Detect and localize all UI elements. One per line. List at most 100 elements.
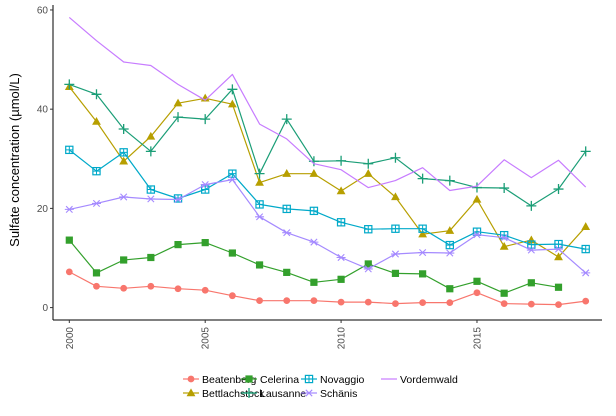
data-point-lausanne-2012	[390, 152, 401, 163]
data-point-novaggio-2018	[554, 239, 563, 249]
data-point-sch-nis-2015	[472, 231, 482, 239]
y-tick-label: 40	[37, 105, 49, 116]
data-point-celerina-2014	[446, 285, 454, 293]
data-point-beatenberg-2005	[201, 286, 209, 294]
data-point-bettlachstock-2019	[581, 222, 591, 230]
series-lausanne	[64, 79, 591, 211]
legend-item-celerina: Celerina	[241, 374, 299, 386]
data-point-celerina-2000	[65, 236, 73, 244]
data-point-beatenberg-2008	[283, 297, 291, 305]
data-point-novaggio-2009	[309, 206, 319, 216]
data-point-celerina-2018	[554, 283, 563, 291]
legend-label: Vordemwald	[400, 374, 458, 386]
data-point-lausanne-2011	[363, 158, 374, 169]
data-point-celerina-2004	[174, 240, 182, 249]
x-tick-label: 2000	[65, 327, 76, 350]
data-point-novaggio-2002	[119, 148, 128, 157]
axes: 0 20 40 60 2000 2005 2010 2015	[37, 5, 602, 349]
data-point-novaggio-2019	[581, 244, 590, 254]
data-point-lausanne-2001	[91, 89, 102, 100]
data-point-beatenberg-2000	[65, 268, 73, 276]
data-point-celerina-2006	[228, 249, 236, 257]
data-point-sch-nis-2001	[91, 199, 101, 208]
data-point-novaggio-2012	[391, 224, 400, 233]
x-tick-label: 2015	[472, 327, 483, 350]
data-point-lausanne-2003	[145, 146, 156, 157]
legend-item-sch-nis: Schänis	[301, 388, 357, 400]
legend-item-vordemwald: Vordemwald	[381, 374, 458, 386]
data-point-novaggio-2000	[65, 145, 74, 155]
data-point-sch-nis-2017	[526, 246, 536, 254]
y-tick-label: 20	[37, 204, 49, 215]
data-point-celerina-2010	[337, 275, 345, 283]
legend-item-beatenberg: Beatenberg	[183, 374, 256, 386]
data-point-bettlachstock-2001	[92, 116, 101, 125]
data-point-lausanne-2004	[173, 112, 184, 123]
data-point-beatenberg-2015	[473, 289, 481, 297]
data-point-lausanne-2010	[336, 155, 347, 166]
data-point-sch-nis-2018	[554, 245, 564, 253]
data-point-sch-nis-2004	[173, 195, 183, 204]
data-point-beatenberg-2004	[174, 285, 182, 293]
data-point-bettlachstock-2011	[363, 169, 373, 177]
plot-area	[64, 16, 591, 309]
series-bettlachstock	[64, 82, 591, 261]
series-line-beatenberg	[69, 271, 586, 306]
x-tick-label: 2010	[337, 327, 348, 350]
legend-key-marker	[304, 389, 314, 397]
data-point-novaggio-2006	[228, 169, 237, 178]
data-point-celerina-2002	[120, 256, 128, 264]
data-point-sch-nis-2011	[363, 265, 373, 273]
data-point-beatenberg-2009	[310, 297, 318, 305]
legend-label: Celerina	[260, 374, 299, 386]
data-point-bettlachstock-2007	[255, 177, 264, 186]
data-point-beatenberg-2003	[147, 282, 155, 290]
data-point-celerina-2013	[419, 270, 427, 278]
legend-item-lausanne: Lausanne	[241, 388, 306, 400]
data-point-beatenberg-2012	[392, 300, 399, 308]
data-point-lausanne-2008	[281, 114, 292, 125]
data-point-celerina-2012	[391, 269, 400, 277]
data-point-sch-nis-2013	[418, 248, 428, 257]
data-point-bettlachstock-2003	[146, 131, 156, 140]
series-sch-nis	[64, 176, 591, 277]
legend-label: Novaggio	[320, 374, 365, 386]
series-line-bettlachstock	[68, 86, 587, 258]
data-point-bettlachstock-2014	[445, 226, 455, 234]
series-line-novaggio	[68, 149, 586, 250]
data-point-sch-nis-2003	[146, 195, 156, 203]
data-point-bettlachstock-2015	[472, 194, 482, 203]
data-point-celerina-2009	[310, 278, 318, 286]
data-point-novaggio-2007	[255, 200, 264, 209]
data-point-lausanne-2006	[227, 84, 238, 95]
data-point-sch-nis-2016	[499, 234, 509, 242]
data-point-lausanne-2013	[417, 173, 428, 184]
data-point-beatenberg-2016	[500, 300, 508, 308]
data-point-celerina-2011	[364, 260, 372, 268]
data-point-sch-nis-2009	[309, 238, 319, 246]
legend-label: Bettlachstock	[202, 388, 265, 400]
legend-key-marker	[186, 388, 196, 397]
data-point-bettlachstock-2016	[499, 241, 509, 250]
data-point-bettlachstock-2006	[227, 99, 237, 108]
data-point-beatenberg-2013	[419, 299, 427, 307]
data-point-novaggio-2010	[336, 218, 346, 227]
x-tick-label: 2005	[201, 327, 212, 350]
y-axis-title: Sulfate concentration (µmol/L)	[7, 73, 22, 247]
data-point-sch-nis-2012	[390, 250, 400, 258]
legend-key-marker	[244, 388, 254, 398]
data-point-beatenberg-2002	[120, 284, 128, 292]
data-point-lausanne-2018	[553, 184, 564, 195]
y-tick-label: 60	[37, 5, 49, 16]
data-point-beatenberg-2006	[228, 292, 236, 300]
legend: Beatenberg Bettlachstock Celerina Lausanne N…	[183, 374, 458, 400]
data-point-beatenberg-2018	[555, 301, 562, 309]
data-point-lausanne-2002	[118, 124, 129, 135]
legend-label: Lausanne	[260, 388, 306, 400]
legend-item-bettlachstock: Bettlachstock	[183, 388, 265, 400]
data-point-bettlachstock-2008	[282, 169, 292, 177]
data-point-sch-nis-2014	[445, 249, 455, 257]
data-point-sch-nis-2000	[64, 205, 74, 213]
